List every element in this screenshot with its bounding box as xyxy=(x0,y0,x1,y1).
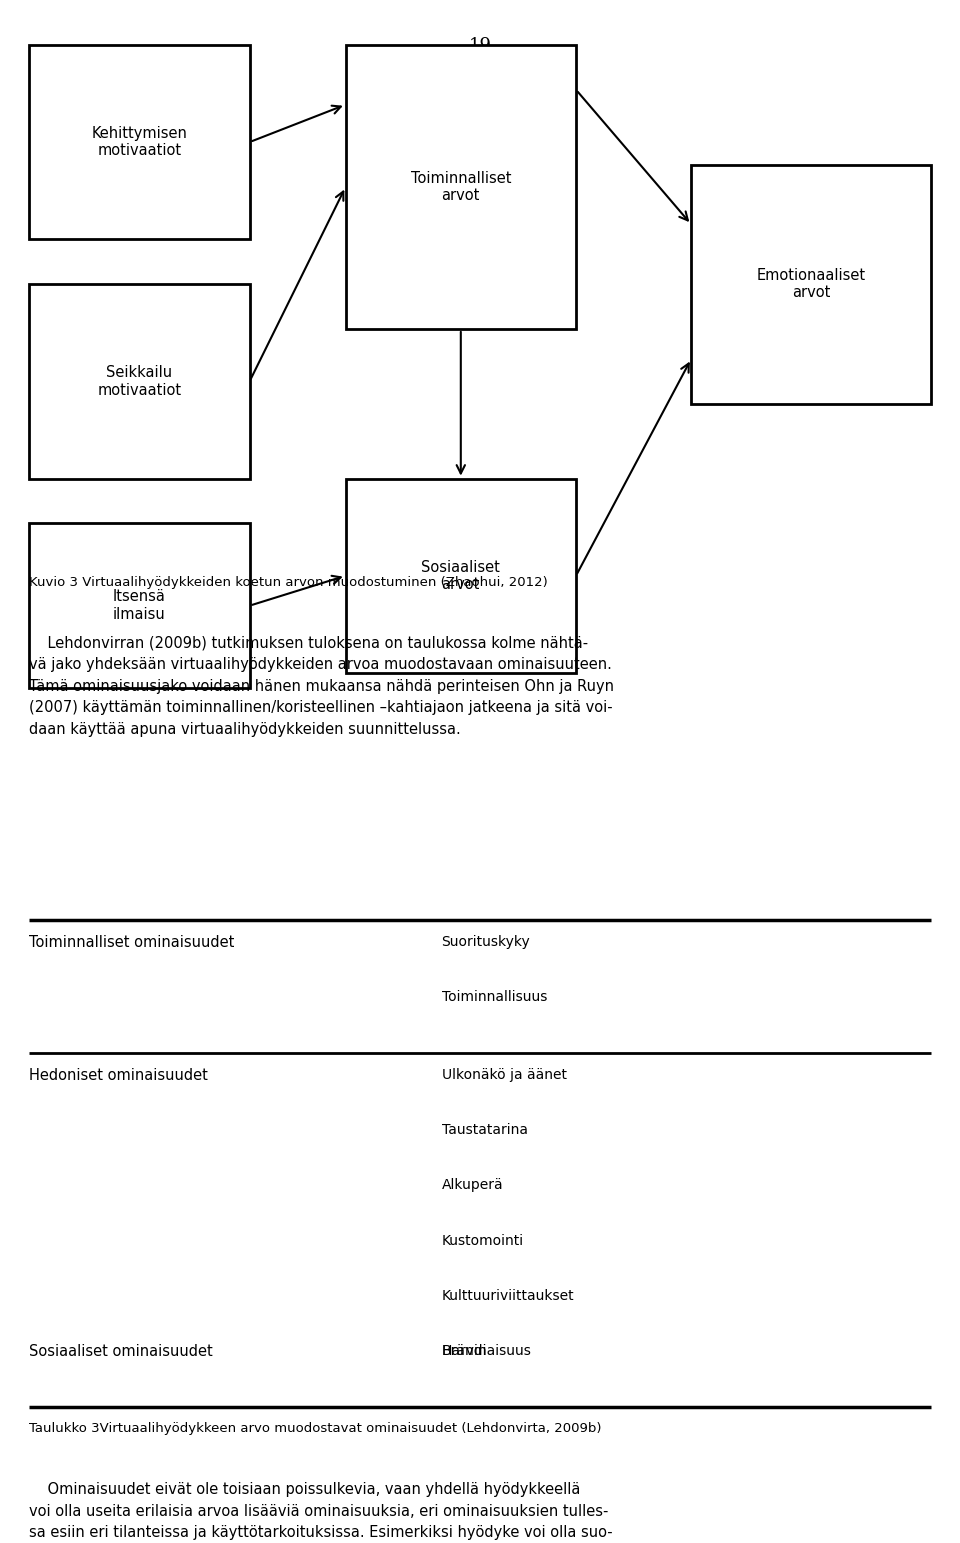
Text: Hedoniset ominaisuudet: Hedoniset ominaisuudet xyxy=(29,1068,207,1083)
Text: Sosiaaliset ominaisuudet: Sosiaaliset ominaisuudet xyxy=(29,1344,212,1359)
Text: Toiminnalliset
arvot: Toiminnalliset arvot xyxy=(411,171,511,204)
Text: Itsensä
ilmaisu: Itsensä ilmaisu xyxy=(112,589,166,622)
Text: Alkuperä: Alkuperä xyxy=(442,1179,503,1193)
FancyBboxPatch shape xyxy=(691,165,931,404)
FancyBboxPatch shape xyxy=(29,284,250,478)
Text: Taustatarina: Taustatarina xyxy=(442,1123,528,1137)
Text: Seikkailu
motivaatiot: Seikkailu motivaatiot xyxy=(97,366,181,398)
Text: Emotionaaliset
arvot: Emotionaaliset arvot xyxy=(756,268,866,301)
Text: Kustomointi: Kustomointi xyxy=(442,1234,524,1248)
Text: 19: 19 xyxy=(468,37,492,56)
Text: Toiminnalliset ominaisuudet: Toiminnalliset ominaisuudet xyxy=(29,935,234,949)
Text: Kuvio 3 Virtuaalihyödykkeiden koetun arvon muodostuminen (Zhaohui, 2012): Kuvio 3 Virtuaalihyödykkeiden koetun arv… xyxy=(29,576,547,589)
Text: Ulkonäkö ja äänet: Ulkonäkö ja äänet xyxy=(442,1068,566,1082)
Text: Taulukko 3Virtuaalihyödykkeen arvo muodostavat ominaisuudet (Lehdonvirta, 2009b): Taulukko 3Virtuaalihyödykkeen arvo muodo… xyxy=(29,1423,601,1435)
Text: Lehdonvirran (2009b) tutkimuksen tuloksena on taulukossa kolme nähtä-
vä jako yh: Lehdonvirran (2009b) tutkimuksen tulokse… xyxy=(29,636,613,738)
FancyBboxPatch shape xyxy=(29,523,250,688)
Text: Kulttuuriviittaukset: Kulttuuriviittaukset xyxy=(442,1288,574,1304)
Text: Kehittymisen
motivaatiot: Kehittymisen motivaatiot xyxy=(91,127,187,159)
Text: Harvinaisuus: Harvinaisuus xyxy=(442,1344,532,1358)
FancyBboxPatch shape xyxy=(346,45,576,329)
Text: Suorituskyky: Suorituskyky xyxy=(442,935,530,949)
Text: Sosiaaliset
arvot: Sosiaaliset arvot xyxy=(421,560,500,593)
Text: Toiminnallisuus: Toiminnallisuus xyxy=(442,991,547,1004)
Text: Brändi: Brändi xyxy=(442,1344,487,1358)
Text: Ominaisuudet eivät ole toisiaan poissulkevia, vaan yhdellä hyödykkeellä
voi olla: Ominaisuudet eivät ole toisiaan poissulk… xyxy=(29,1481,612,1540)
FancyBboxPatch shape xyxy=(346,478,576,673)
FancyBboxPatch shape xyxy=(29,45,250,239)
